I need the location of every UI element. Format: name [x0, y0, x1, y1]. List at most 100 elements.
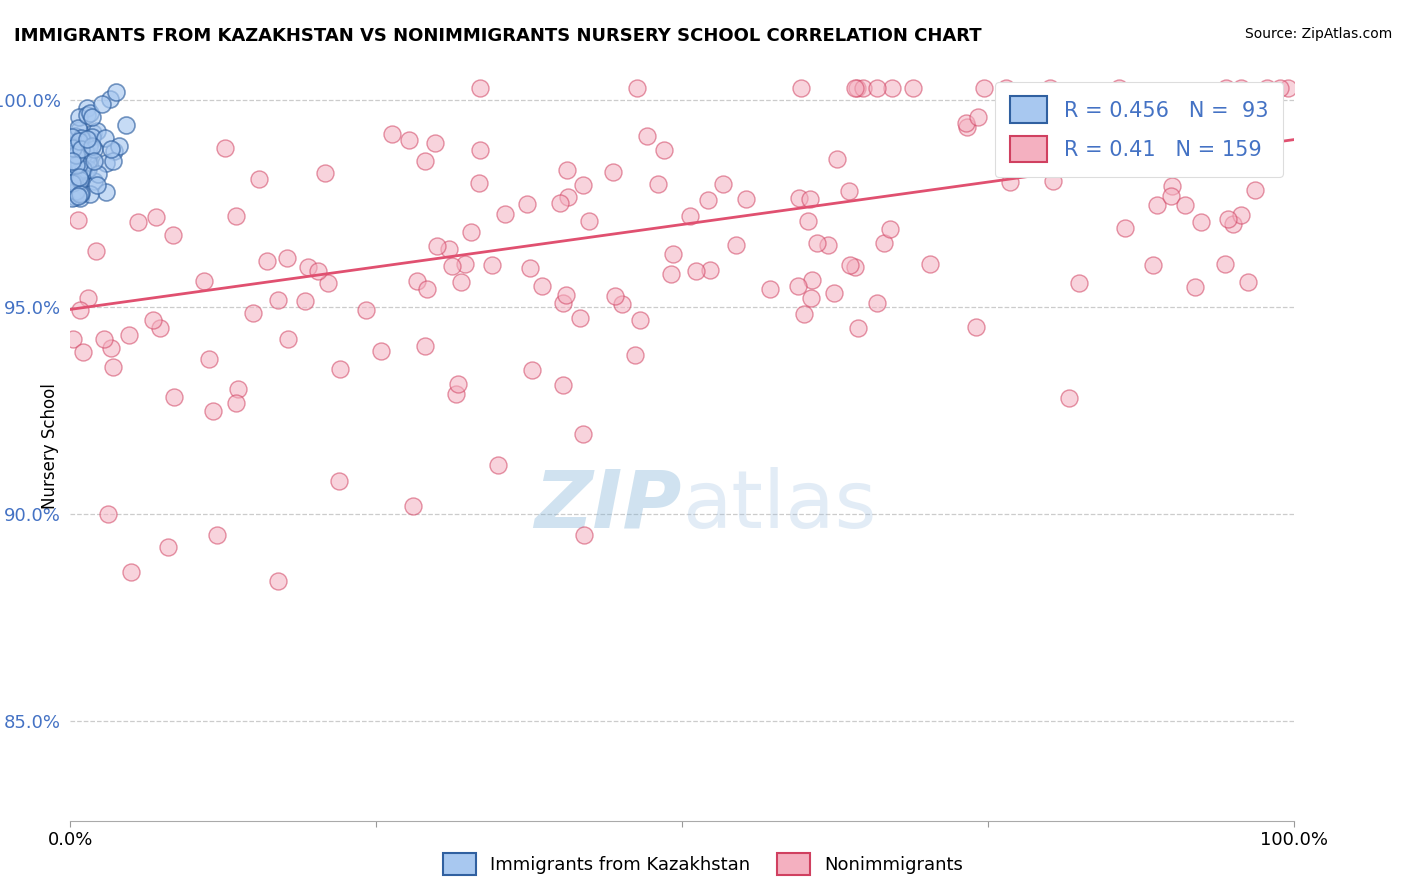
Point [142, 313, 165, 327]
Point [94, 131, 117, 145]
Point [316, 276, 339, 290]
Point [205, 528, 228, 542]
Point [225, 210, 247, 224]
Point [454, 257, 477, 271]
Point [100, 341, 122, 355]
Point [1142, 258, 1164, 272]
Point [1256, 81, 1278, 95]
Point [70, 144, 93, 158]
Point [65, 158, 87, 172]
Point [1215, 81, 1237, 95]
Point [460, 225, 482, 239]
Point [1022, 146, 1045, 161]
Point [879, 222, 901, 236]
Point [354, 302, 377, 317]
Point [69, 303, 91, 318]
Point [108, 139, 131, 153]
Point [100, 142, 122, 156]
Point [1160, 189, 1182, 203]
Point [494, 207, 516, 221]
Point [60, 153, 83, 168]
Point [67, 136, 90, 151]
Point [76, 148, 98, 162]
Point [551, 295, 574, 310]
Point [1236, 276, 1258, 290]
Point [1102, 152, 1125, 166]
Point [63, 172, 86, 186]
Point [65, 148, 87, 162]
Point [77, 161, 100, 176]
Point [628, 313, 651, 327]
Point [201, 403, 224, 417]
Point [103, 144, 125, 158]
Point [69, 170, 91, 185]
Point [65, 186, 87, 201]
Point [488, 458, 510, 472]
Point [98, 92, 121, 106]
Point [163, 390, 186, 404]
Point [520, 363, 543, 377]
Point [66, 176, 89, 190]
Point [198, 352, 221, 367]
Point [65, 147, 87, 161]
Point [63, 129, 86, 144]
Point [441, 259, 464, 273]
Point [602, 165, 624, 179]
Point [799, 192, 821, 206]
Point [62, 332, 84, 346]
Point [67, 164, 90, 178]
Point [605, 289, 627, 303]
Point [572, 426, 595, 441]
Point [965, 320, 987, 334]
Point [67, 135, 90, 149]
Point [679, 209, 702, 223]
Point [267, 293, 290, 308]
Point [329, 362, 352, 376]
Point [844, 260, 866, 274]
Point [852, 81, 875, 95]
Point [866, 295, 889, 310]
Point [1211, 103, 1233, 117]
Point [70, 144, 93, 158]
Point [790, 81, 813, 95]
Point [69, 169, 91, 184]
Point [1161, 178, 1184, 193]
Point [60, 172, 83, 186]
Point [901, 81, 924, 95]
Point [70, 166, 93, 180]
Point [1268, 81, 1291, 95]
Point [70, 142, 93, 156]
Point [1184, 280, 1206, 294]
Point [956, 120, 979, 134]
Point [93, 332, 115, 346]
Point [413, 154, 436, 169]
Point [77, 148, 100, 162]
Point [1114, 220, 1136, 235]
Point [104, 85, 127, 99]
Point [662, 247, 685, 261]
Point [845, 81, 868, 95]
Point [823, 285, 845, 300]
Point [516, 196, 538, 211]
Point [149, 320, 172, 334]
Point [555, 287, 578, 301]
Point [759, 282, 782, 296]
Text: Source: ZipAtlas.com: Source: ZipAtlas.com [1244, 27, 1392, 41]
Point [423, 136, 446, 150]
Point [787, 279, 810, 293]
Point [226, 382, 249, 396]
Point [294, 294, 316, 309]
Point [426, 239, 449, 253]
Point [973, 81, 995, 95]
Point [157, 541, 180, 555]
Point [446, 386, 468, 401]
Point [63, 184, 86, 198]
Point [572, 528, 595, 542]
Point [121, 566, 143, 580]
Point [724, 238, 747, 252]
Point [60, 162, 83, 177]
Point [69, 186, 91, 201]
Point [1230, 81, 1253, 95]
Point [86, 178, 108, 193]
Point [402, 499, 425, 513]
